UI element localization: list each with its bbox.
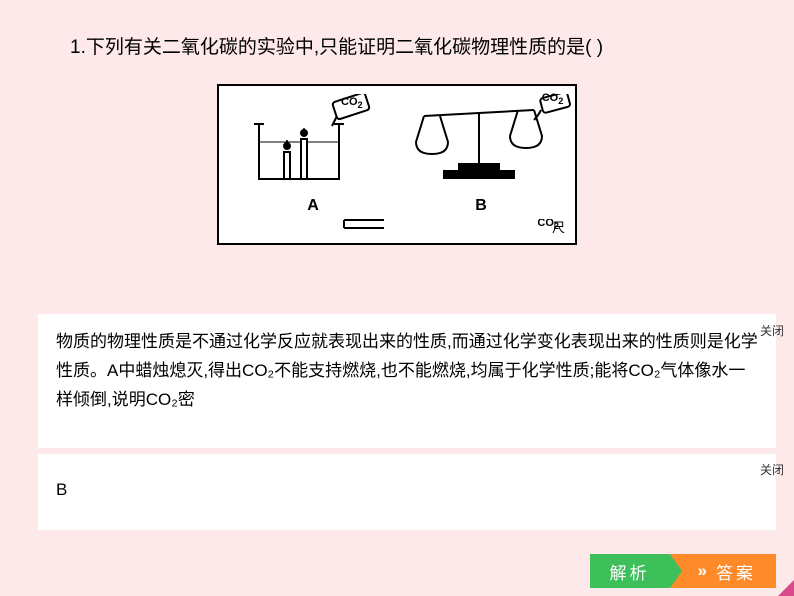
answer-label: 答案 [716,559,756,584]
diagram-d-partial: 尺 CO2 [404,219,565,237]
co2-sub-d: 2 [554,221,559,231]
question-body: .下列有关二氧化碳的实验中,只能证明二氧化碳物理性质的是( ) [81,37,604,58]
explanation-panel: 物质的物理性质是不通过化学反应就表现出来的性质,而通过化学变化表现出来的性质则是… [38,314,776,448]
label-b: B [475,197,487,215]
close-explanation[interactable]: 关闭 [760,322,784,339]
diagram-c-partial [229,219,390,237]
answer-button[interactable]: » 答案 [670,554,776,588]
label-a: A [307,197,319,215]
co2-sub-b: 2 [558,96,563,106]
co2-sub: 2 [358,100,363,110]
diagram-b: CO2 [404,94,565,191]
answer-panel: B [38,454,776,530]
diagram-container: CO2 [217,84,577,245]
answer-value: B [56,476,758,505]
corner-decoration [778,580,794,596]
co2-text-d: CO [537,219,554,229]
explanation-text: 物质的物理性质是不通过化学反应就表现出来的性质,而通过化学变化表现出来的性质则是… [56,328,758,415]
co2-text-b: CO [542,92,559,104]
chevron-icon: » [698,561,710,581]
button-bar: 解析 » 答案 [590,554,776,588]
analysis-button[interactable]: 解析 [590,554,670,588]
question-text: 1.下列有关二氧化碳的实验中,只能证明二氧化碳物理性质的是( ) [70,30,724,66]
co2-text: CO [341,96,358,108]
question-number: 1 [70,37,81,58]
close-answer[interactable]: 关闭 [760,461,784,478]
diagram-a: CO2 [229,94,390,191]
analysis-label: 解析 [610,559,650,584]
